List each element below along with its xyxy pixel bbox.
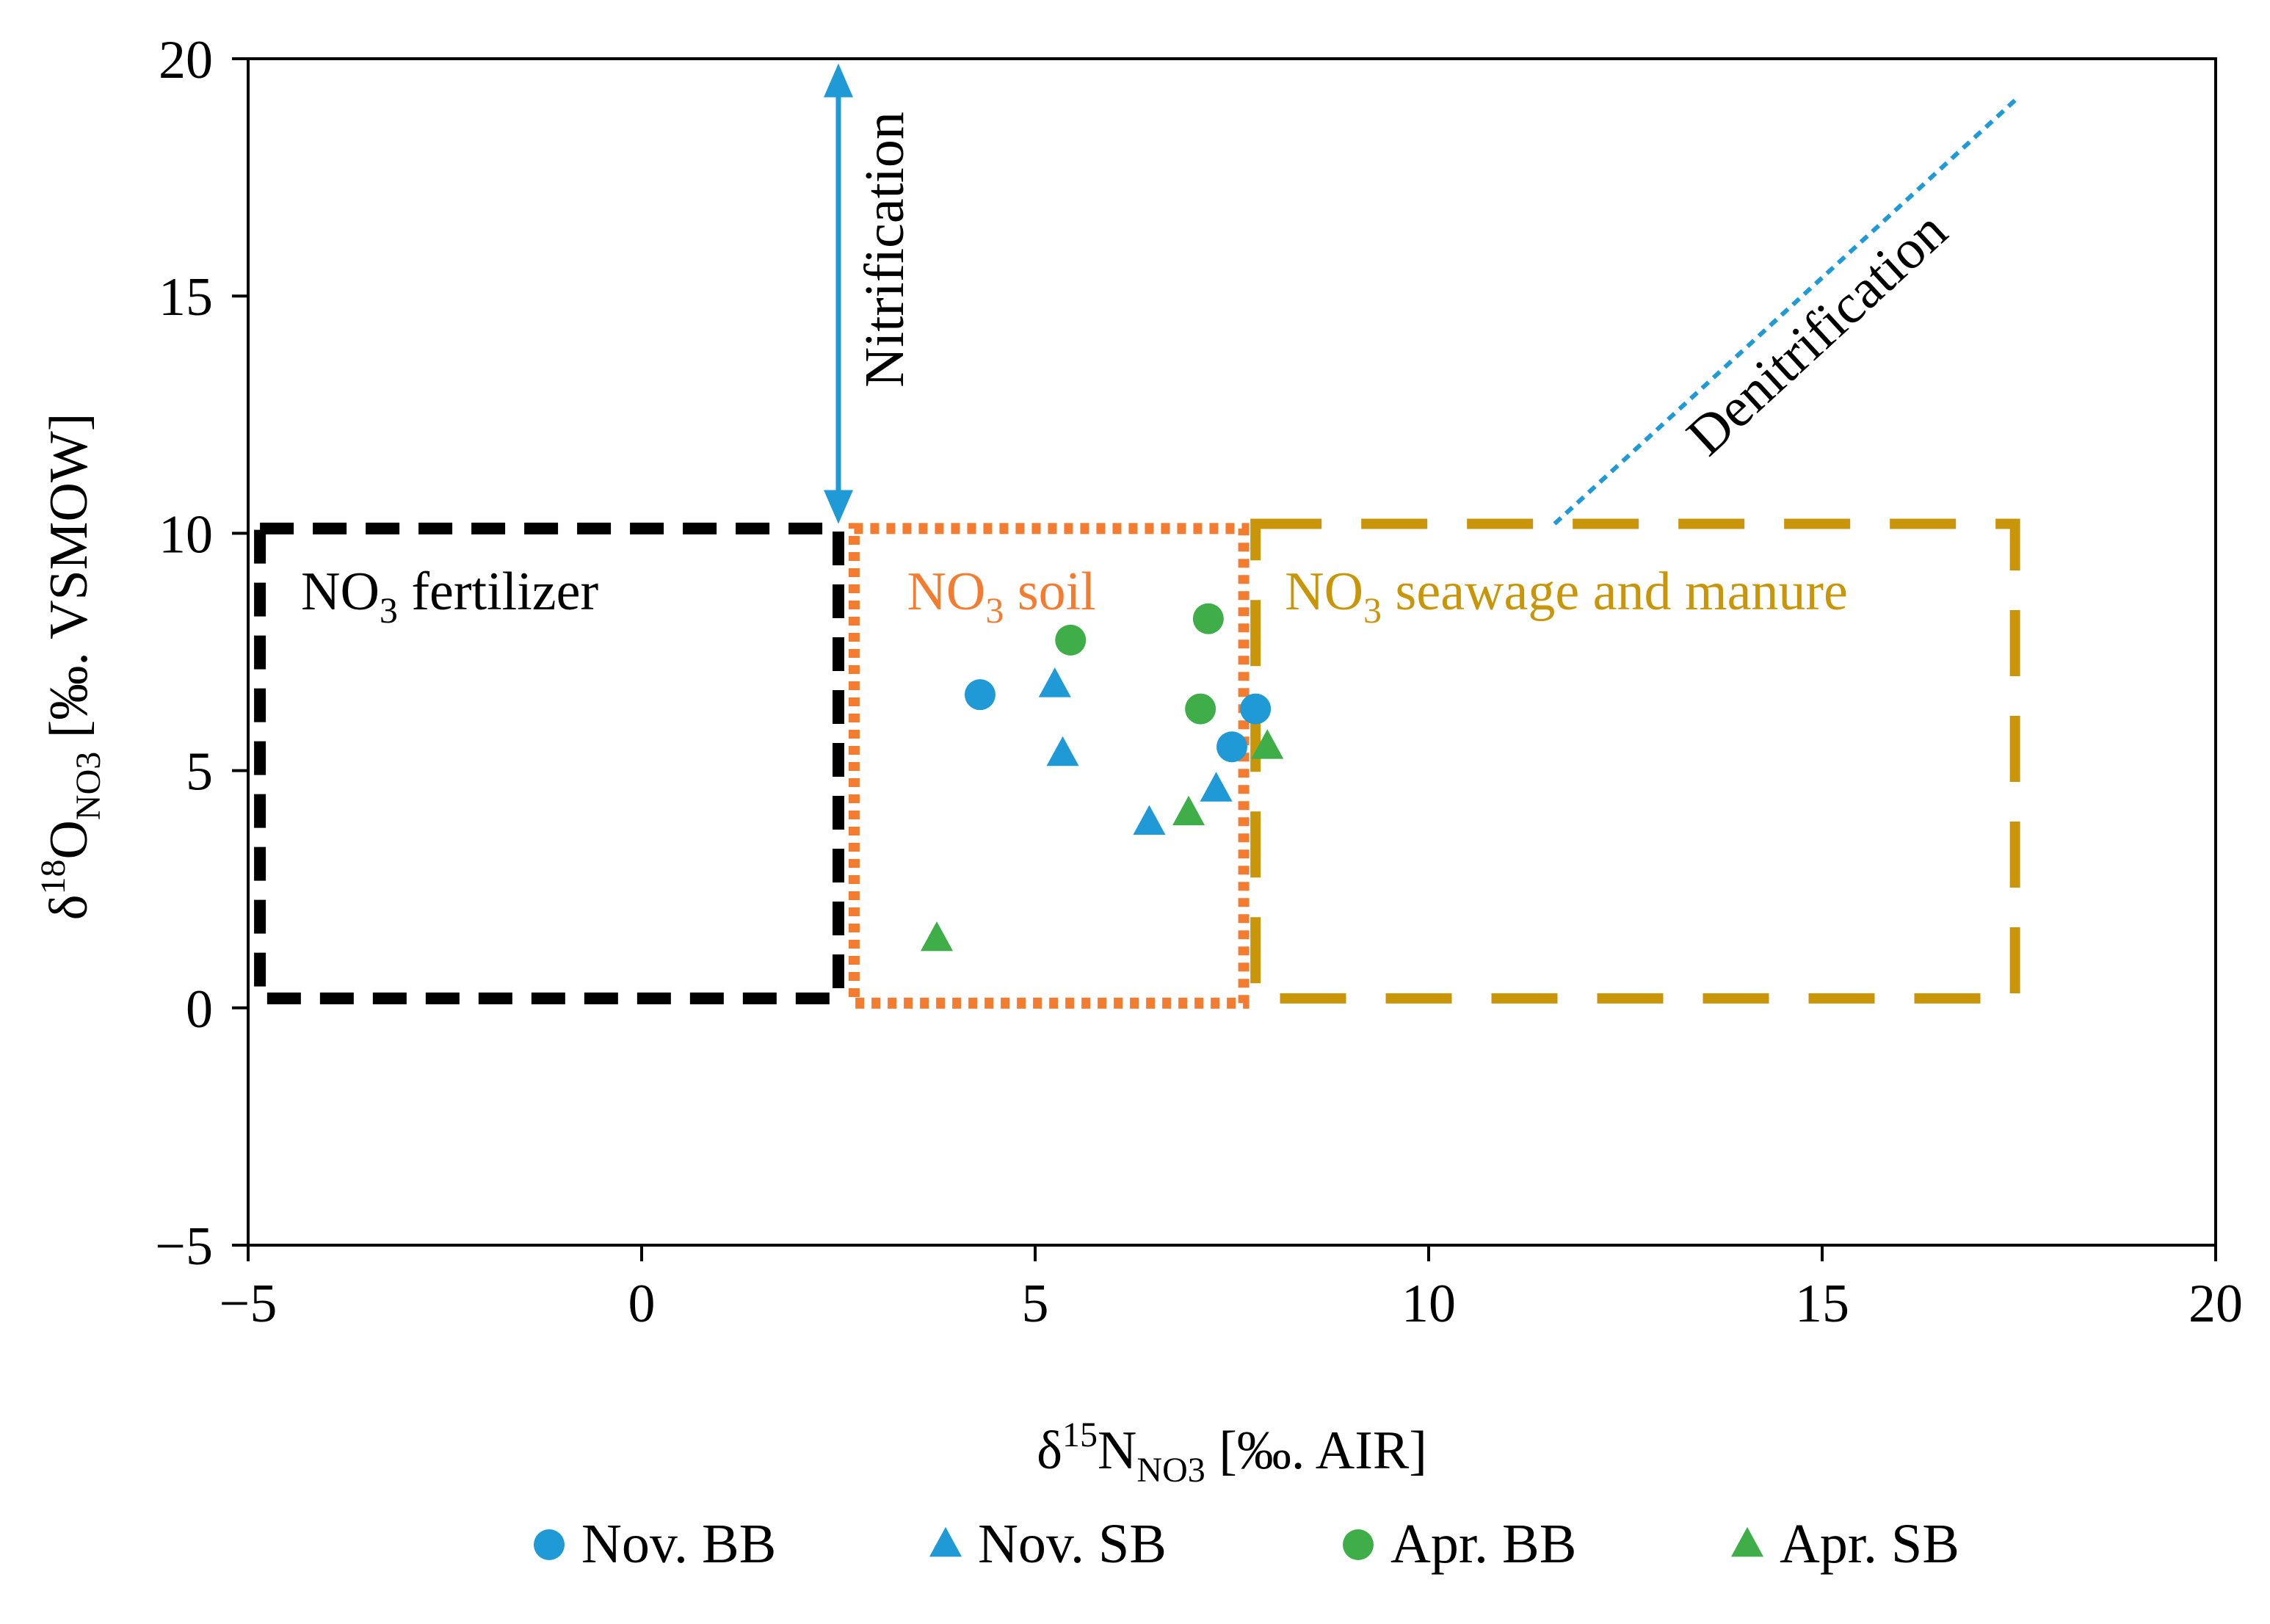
y-tick-label: 0: [186, 979, 213, 1040]
y-tick-label: 5: [186, 742, 213, 802]
y-tick-label: −5: [155, 1217, 213, 1277]
data-point-nov-bb: [964, 679, 996, 711]
process-annotations: Nitrification Denitrification: [824, 63, 2021, 526]
data-point-nov-sb: [1200, 772, 1233, 802]
legend-marker-nov-sb: [929, 1526, 962, 1557]
region-label: NO3 seawage and manure: [1285, 562, 1848, 631]
x-tick-label: −5: [220, 1274, 278, 1334]
source-regions: NO3 fertilizer NO3 soil NO3 seawage and ma…: [254, 518, 2020, 1009]
denitrification-label: Denitrification: [1675, 200, 1959, 468]
nitrification-arrow-head-up: [824, 63, 853, 98]
denitrification-line: [1553, 95, 2021, 526]
data-point-nov-sb: [1133, 805, 1166, 835]
data-point-apr-bb: [1055, 624, 1087, 656]
region-label: NO3 fertilizer: [301, 562, 598, 631]
y-axis-title: δ18ONO3 [‰. VSMOW]: [34, 413, 108, 921]
data-point-apr-sb: [1251, 729, 1284, 759]
legend-label-nov-sb: Nov. SB: [978, 1513, 1167, 1575]
data-point-apr-bb: [1192, 603, 1224, 634]
data-point-nov-sb: [1038, 667, 1071, 697]
data-points: [920, 603, 1284, 951]
axes: −5 0 5 10 15 20 −5 0 5 10 15 20 δ15NNO3 [‰. AIR] δ18O…: [34, 30, 2243, 1490]
data-point-nov-bb: [1216, 731, 1247, 763]
x-axis-title: δ15NNO3 [‰. AIR]: [1037, 1415, 1427, 1490]
x-tick-label: 10: [1401, 1274, 1456, 1334]
x-tick-label: 20: [2189, 1274, 2243, 1334]
legend-label-apr-sb: Apr. SB: [1780, 1513, 1959, 1575]
region-box-no3-fertilizer: [254, 522, 844, 1004]
data-point-apr-sb: [1172, 795, 1205, 826]
legend-label-apr-bb: Apr. BB: [1390, 1513, 1576, 1575]
data-point-nov-bb: [1240, 693, 1272, 725]
plot-frame: [247, 57, 2217, 1247]
legend-marker-apr-sb: [1730, 1526, 1764, 1557]
data-point-apr-sb: [920, 921, 954, 951]
legend-marker-nov-bb: [534, 1529, 565, 1560]
legend-marker-apr-bb: [1343, 1529, 1374, 1560]
nitrification-arrow-head-down: [824, 490, 853, 524]
y-tick-label: 20: [159, 30, 213, 90]
x-tick-label: 5: [1022, 1274, 1049, 1334]
region-label: NO3 soil: [907, 562, 1095, 631]
nitrification-label: Nitrification: [854, 112, 915, 388]
region-box-no3-seawage-and-manure: [1250, 518, 2020, 1004]
data-point-apr-bb: [1185, 693, 1216, 725]
y-tick-label: 10: [159, 504, 213, 565]
legend: Nov. BB Nov. SB Apr. BB Apr. SB: [534, 1513, 1959, 1575]
region-box-no3-soil: [848, 523, 1250, 1009]
legend-label-nov-bb: Nov. BB: [581, 1513, 776, 1575]
data-point-nov-sb: [1046, 736, 1079, 766]
x-tick-label: 0: [628, 1274, 656, 1334]
y-tick-label: 15: [159, 267, 213, 327]
x-tick-label: 15: [1795, 1274, 1849, 1334]
